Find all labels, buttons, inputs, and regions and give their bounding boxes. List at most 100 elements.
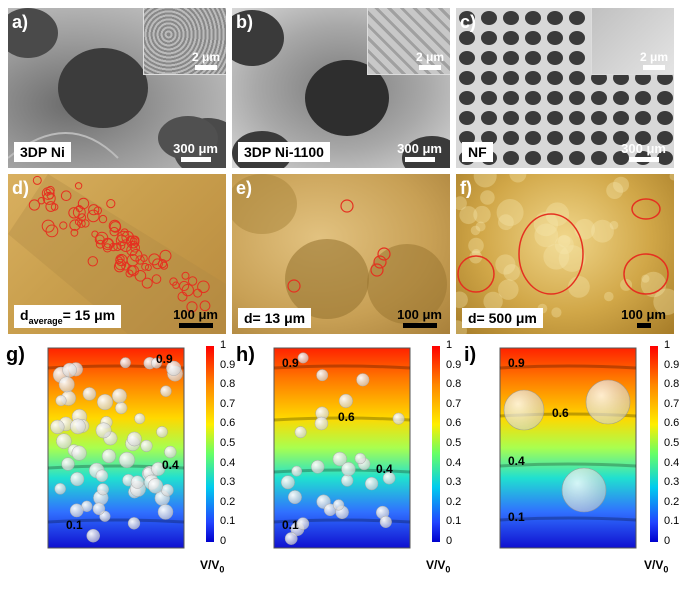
bubble-marker xyxy=(125,269,134,278)
bubble-marker xyxy=(121,230,134,244)
bubble-marker xyxy=(623,253,669,295)
scale-text: 300 μm xyxy=(173,141,218,156)
level-label: 0.6 xyxy=(552,406,569,420)
gas-bubble xyxy=(332,499,345,511)
gas-bubble xyxy=(92,502,106,516)
gas-bubble xyxy=(96,394,114,411)
fluid-volume-art xyxy=(499,347,637,549)
bubble-marker xyxy=(141,277,153,289)
bubble-marker xyxy=(77,219,86,228)
label-main: d xyxy=(20,307,29,324)
colorbar-label: V/V0 xyxy=(200,558,225,575)
bubble-marker xyxy=(37,197,46,205)
colorbar-tick-label: 0.4 xyxy=(220,456,236,469)
colorbar-tick-label: 0.7 xyxy=(220,397,236,410)
bubble-marker xyxy=(144,264,152,271)
sample-label: NF xyxy=(462,142,493,162)
bubble-marker xyxy=(151,274,162,284)
gas-bubble xyxy=(115,401,128,415)
gas-bubble xyxy=(58,376,75,393)
sem-panel-a: 2 μm a) 3DP Ni 300 μm xyxy=(8,8,226,168)
bubble-marker xyxy=(119,239,133,252)
colorbar-tick-label: 0.1 xyxy=(664,515,680,528)
scalebar-c: 300 μm xyxy=(621,141,666,162)
gas-bubble xyxy=(95,469,109,483)
gas-bubble xyxy=(332,451,347,467)
gas-bubble xyxy=(166,360,182,376)
bubble-marker xyxy=(159,261,169,270)
scalebar-b: 300 μm xyxy=(397,141,442,162)
scalebar-f: 100 μm xyxy=(621,307,666,328)
gas-bubble xyxy=(354,452,366,465)
gas-bubble xyxy=(82,387,97,401)
inset-scalebar-a: 2 μm xyxy=(192,50,220,70)
bubble-marker xyxy=(340,199,354,213)
bubble-marker xyxy=(115,253,128,267)
scale-text: 100 μm xyxy=(621,307,666,322)
level-label: 0.4 xyxy=(162,458,179,472)
bubble-marker xyxy=(518,213,584,295)
colorbar-ticks-i: 1 0.9 0.8 0.7 0.6 0.5 0.4 0.3 0.2 0.1 0 xyxy=(650,339,680,547)
gas-bubble xyxy=(341,474,354,487)
bubble-marker xyxy=(74,182,83,190)
colorbar-tick-label: 0.9 xyxy=(664,358,680,371)
bubble-marker xyxy=(130,242,140,253)
colorbar-tick-label: 0.5 xyxy=(220,437,236,449)
gas-bubble xyxy=(561,467,607,513)
bubble-marker xyxy=(129,237,138,245)
sem-panel-c: 2 μm c) NF 300 μm xyxy=(456,8,674,168)
gas-bubble xyxy=(297,352,309,364)
bubble-marker xyxy=(631,198,661,220)
bubble-marker xyxy=(116,241,126,251)
bubble-size-label: d= 500 μm xyxy=(462,308,543,328)
colorbar-tick-label: 0.9 xyxy=(446,358,462,371)
colorbar-tick-label: 0.8 xyxy=(220,378,236,391)
sem-inset-c: 2 μm xyxy=(591,8,674,75)
optical-panel-e: e) d= 13 μm 100 μm xyxy=(232,174,450,334)
bubble-marker xyxy=(59,221,68,230)
gas-bubble xyxy=(147,478,164,494)
inset-scale-text: 2 μm xyxy=(415,50,444,64)
gas-bubble xyxy=(341,461,356,477)
panel-tag: b) xyxy=(236,12,253,32)
inset-scale-text: 2 μm xyxy=(639,50,668,64)
bubble-size-label: daverage= 15 μm xyxy=(14,305,122,328)
gas-bubble xyxy=(119,357,131,369)
colorbar-tick-label: 0 xyxy=(664,535,671,547)
colorbar-tick-label: 0 xyxy=(220,535,227,547)
bubble-marker xyxy=(60,190,72,202)
bubble-marker xyxy=(199,300,211,312)
bubble-marker xyxy=(159,249,172,262)
gas-bubble xyxy=(280,475,295,490)
label-rest: = 15 μm xyxy=(62,307,116,324)
bubble-marker xyxy=(43,188,51,196)
gas-bubble xyxy=(55,395,67,407)
bubble-marker xyxy=(45,201,57,212)
gas-bubble xyxy=(356,373,370,387)
bubble-marker xyxy=(32,175,42,185)
sample-label: 3DP Ni xyxy=(14,142,71,162)
colorbar-tick-label: 1 xyxy=(220,339,227,351)
level-label: 0.9 xyxy=(508,356,525,370)
scale-text: 100 μm xyxy=(397,307,442,322)
gas-bubble xyxy=(70,418,86,435)
bubble-marker xyxy=(72,205,86,219)
colorbar-label: V/V0 xyxy=(644,558,669,575)
colorbar-tick-label: 0.6 xyxy=(446,417,462,430)
label-sub: average xyxy=(28,316,63,326)
bubble-marker xyxy=(78,213,87,222)
inset-scalebar-b: 2 μm xyxy=(416,50,444,70)
bubble-marker xyxy=(187,276,198,286)
inset-scalebar-c: 2 μm xyxy=(640,50,668,70)
gas-bubble xyxy=(379,515,392,528)
gas-bubble xyxy=(69,503,84,518)
scale-text: 300 μm xyxy=(397,141,442,156)
colorbar-tick-label: 0.4 xyxy=(664,456,680,469)
sem-inset-a: 2 μm xyxy=(143,8,226,75)
colorbar-tick-label: 0.6 xyxy=(664,417,680,430)
bubble-marker xyxy=(45,224,59,238)
bubble-marker xyxy=(186,301,198,313)
gas-bubble xyxy=(86,528,100,543)
gas-bubble xyxy=(164,445,177,459)
bubble-marker xyxy=(87,256,99,267)
